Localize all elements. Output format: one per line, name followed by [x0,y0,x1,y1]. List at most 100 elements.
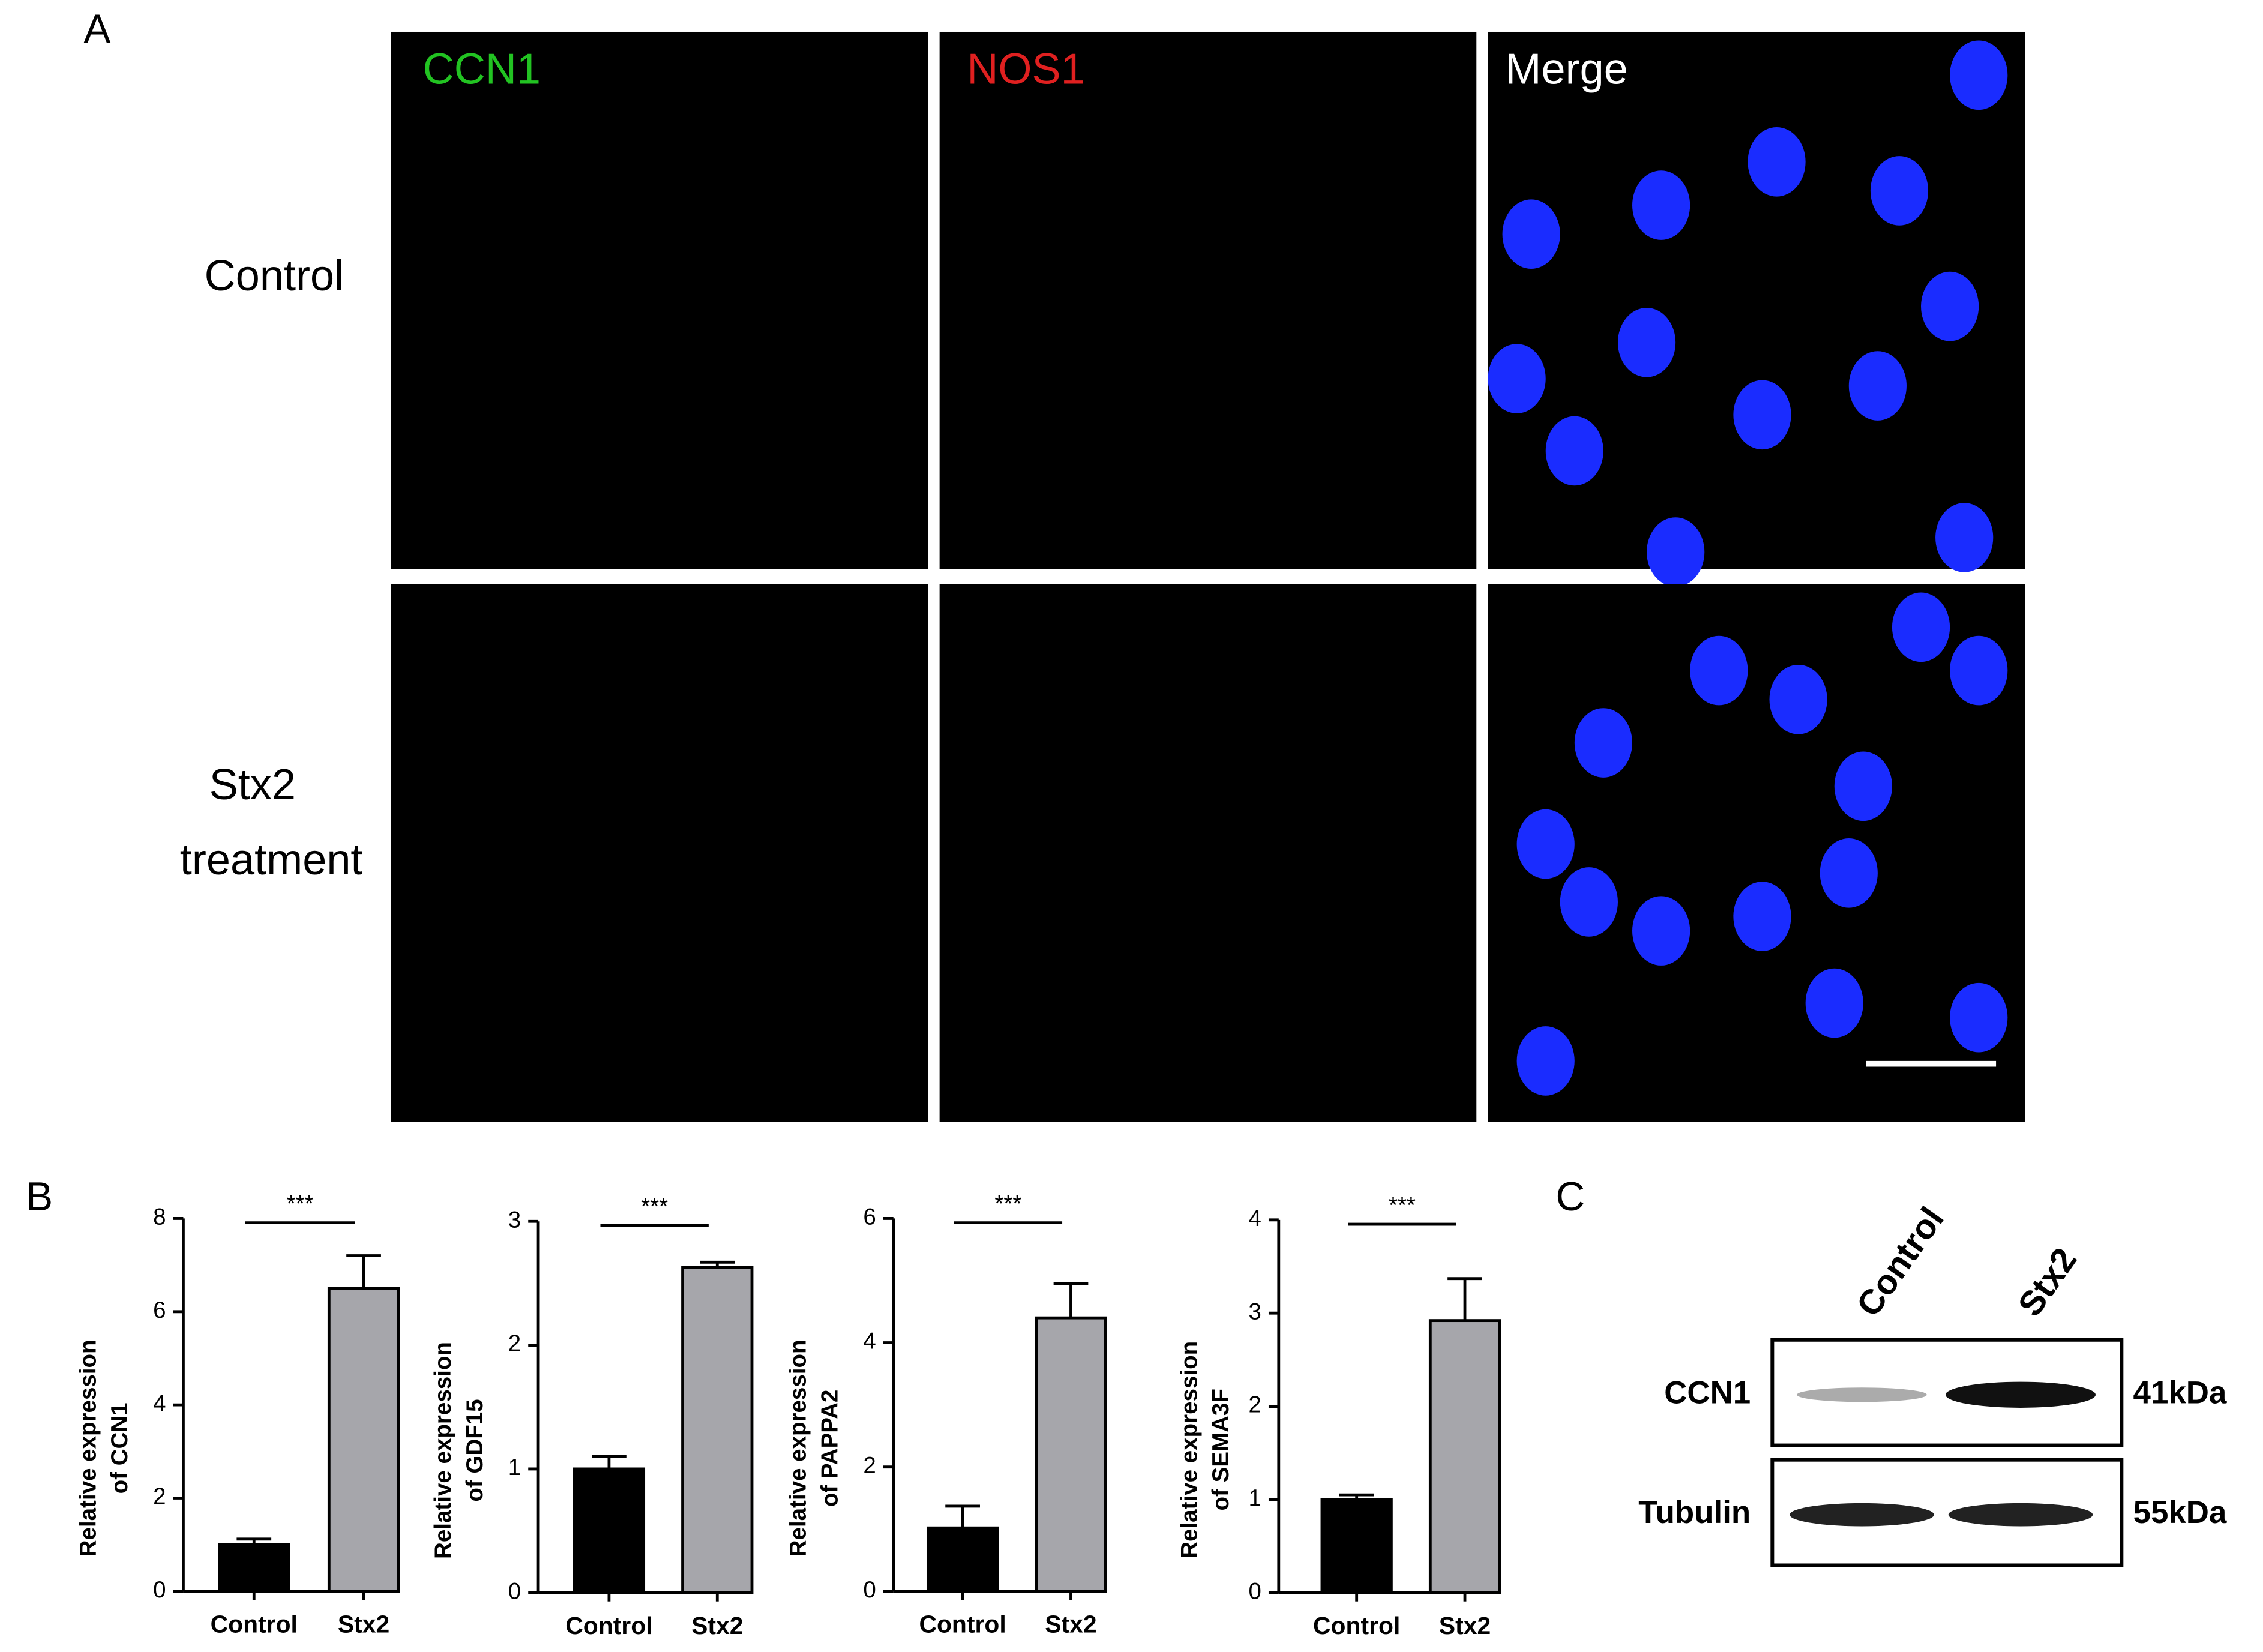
micrograph [1488,584,2025,1122]
y-axis-label: of PAPPA2 [817,1390,843,1507]
nucleus [1733,882,1791,951]
nucleus [1488,344,1546,413]
band [1797,1387,1927,1402]
nucleus [1848,351,1907,421]
y-axis-label: Relative expression [75,1339,101,1557]
nucleus [1950,40,2008,110]
bar [681,1266,754,1594]
lane-label: Control [1850,1200,1952,1323]
stain-ring [1008,100,1477,432]
channel-label: CCN1 [423,45,541,93]
significance-label: *** [641,1194,668,1220]
bar [218,1543,290,1593]
x-tick-label: Control [919,1610,1006,1638]
y-tick-label: 2 [1249,1392,1261,1418]
y-axis-label: of CCN1 [107,1402,133,1494]
size-label: 55kDa [2133,1495,2227,1530]
micrograph [939,31,1477,569]
y-tick-label: 0 [1249,1578,1261,1604]
nucleus [1950,635,2008,706]
x-tick-label: Stx2 [691,1612,743,1639]
y-axis-label: Relative expression [786,1339,811,1557]
bar [327,1287,400,1593]
nucleus [1834,751,1892,821]
y-tick-label: 2 [153,1484,166,1510]
nucleus [1647,517,1705,587]
y-tick-label: 0 [508,1578,521,1604]
stain-ring [977,634,1347,1002]
micrograph [1488,31,2030,587]
x-tick-label: Stx2 [1439,1612,1491,1639]
y-tick-label: 1 [508,1455,521,1480]
size-label: 41kDa [2133,1375,2227,1410]
y-tick-label: 3 [1249,1299,1261,1324]
protein-label: CCN1 [1664,1375,1751,1410]
nucleus [1632,896,1690,966]
channel-label: NOS1 [967,45,1084,93]
nucleus [1748,127,1806,197]
y-tick-label: 6 [863,1204,876,1230]
stain-ring [459,100,929,432]
y-tick-label: 1 [1249,1485,1261,1511]
x-tick-label: Stx2 [338,1610,389,1638]
band [1790,1503,1934,1527]
y-tick-label: 2 [508,1331,521,1357]
row-label: treatment [180,836,363,884]
x-tick-label: Control [211,1610,298,1638]
y-axis-label: of SEMA3F [1208,1389,1234,1510]
nucleus [1617,308,1676,377]
y-tick-label: 4 [153,1390,166,1416]
protein-label: Tubulin [1638,1495,1751,1530]
nucleus [1805,968,1863,1038]
y-tick-label: 6 [153,1297,166,1323]
panel-label: B [26,1174,53,1219]
nucleus [1560,867,1618,937]
nucleus [1690,635,1748,706]
bar [1320,1498,1393,1594]
x-tick-label: Stx2 [1045,1610,1096,1638]
panel-label: C [1556,1174,1585,1219]
bar [1035,1316,1107,1593]
nucleus [1516,809,1575,879]
panel-label: A [83,7,110,52]
bar [573,1467,646,1594]
y-axis-label: of GDF15 [462,1399,488,1501]
micrograph [939,584,1477,1122]
nucleus [1921,271,1979,341]
y-tick-label: 0 [863,1577,876,1603]
y-tick-label: 3 [508,1207,521,1233]
y-axis-label: Relative expression [430,1342,456,1559]
micrograph [391,584,928,1122]
nucleus [1935,503,1994,572]
y-tick-label: 8 [153,1204,166,1230]
nucleus [1892,592,1950,662]
significance-label: *** [1389,1192,1416,1218]
significance-label: *** [287,1191,314,1217]
row-label: Control [205,252,344,300]
micrograph [391,31,929,569]
y-tick-label: 0 [153,1577,166,1603]
lane-label: Stx2 [2011,1241,2084,1323]
nucleus [1733,380,1791,450]
nucleus [1502,199,1560,269]
nucleus [1632,170,1690,240]
bar [1428,1319,1501,1594]
nucleus [1545,416,1603,486]
x-tick-label: Control [565,1612,652,1639]
significance-label: *** [994,1191,1021,1217]
nucleus [1769,664,1827,734]
row-label: Stx2 [209,761,296,809]
y-axis-label: Relative expression [1176,1341,1202,1558]
y-tick-label: 4 [863,1329,876,1354]
stain-ring [1560,103,2030,435]
band [1948,1503,2093,1527]
band [1945,1381,2096,1408]
x-tick-label: Control [1313,1612,1400,1639]
bar [926,1526,999,1593]
nucleus [1950,982,2008,1053]
nucleus [1516,1026,1575,1096]
channel-label: Merge [1505,45,1627,93]
nucleus [1870,156,1929,226]
